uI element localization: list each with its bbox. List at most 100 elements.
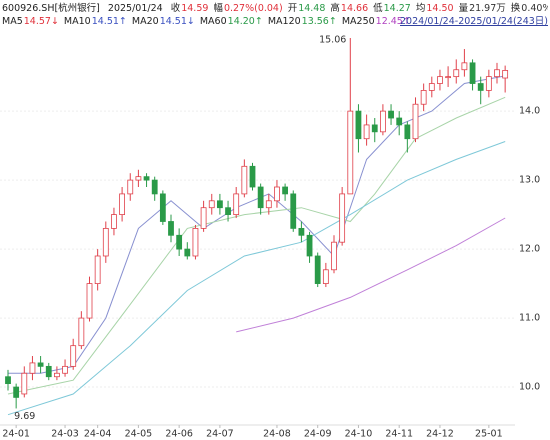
x-tick-label: 24-07	[206, 429, 234, 440]
ma-value: 13.56↑	[301, 16, 337, 27]
candle-body	[282, 186, 289, 195]
ma-line	[7, 141, 506, 416]
candle-body	[159, 193, 166, 222]
candle-body	[502, 70, 509, 79]
candle-body	[176, 234, 183, 250]
candle-body	[94, 255, 101, 284]
x-tick-label: 24-10	[345, 429, 373, 440]
candle-body	[306, 234, 313, 257]
candle-body	[388, 110, 394, 119]
field-label: 高	[330, 3, 340, 14]
candle-body	[249, 165, 256, 188]
candle-body	[412, 103, 419, 140]
ma-value: 12.45↑	[375, 16, 411, 27]
ma-line	[236, 217, 506, 333]
field-value: 14.50	[426, 3, 454, 14]
candle-body	[314, 255, 321, 284]
ma-value: 14.51↑	[91, 16, 127, 27]
x-tick-label: 24-11	[385, 429, 413, 440]
field-label: 收	[170, 3, 181, 14]
field-label: 幅	[213, 3, 223, 14]
candle-body	[70, 345, 77, 367]
x-tick-label: 24-06	[165, 429, 193, 440]
ma-value: 14.51↓	[159, 16, 195, 27]
candle-body	[379, 110, 386, 133]
candle-body	[119, 193, 125, 215]
candle-body	[257, 186, 264, 209]
candle-body	[200, 207, 207, 229]
candle-body	[225, 207, 231, 215]
field-label: 换	[510, 3, 521, 14]
candle-body	[102, 227, 109, 257]
x-tick-label: 24-08	[263, 429, 291, 440]
x-tick-label: 24-05	[125, 429, 153, 440]
x-tick-label: 25-01	[475, 429, 503, 440]
candle-body	[241, 165, 248, 195]
candle-body	[111, 214, 117, 229]
date-range[interactable]: 2024/01/24-2025/01/24(243日)	[400, 16, 548, 27]
candle-body	[29, 362, 36, 374]
candle-body	[477, 83, 484, 91]
ma-name: MA250	[341, 16, 375, 27]
candle-body	[184, 248, 191, 257]
candle-body	[274, 186, 280, 202]
candle-body	[339, 193, 346, 243]
ma-name: MA20	[131, 16, 159, 27]
y-tick-label: 10.0	[519, 382, 540, 393]
field-value: 0.40%	[521, 3, 548, 14]
candle-body	[453, 69, 460, 78]
candle-body	[265, 200, 272, 209]
candle-body	[143, 176, 150, 181]
candle-body	[78, 317, 85, 347]
candle-body	[437, 76, 443, 84]
candle-body	[233, 193, 240, 215]
y-tick-label: 11.0	[519, 313, 540, 324]
candle-body	[371, 124, 378, 133]
y-tick-label: 14.0	[519, 106, 540, 117]
candle-body	[127, 179, 134, 195]
candle-body	[404, 124, 411, 140]
candle-body	[298, 227, 305, 236]
candle-body	[494, 69, 500, 78]
candle-body	[331, 241, 337, 271]
candle-body	[428, 83, 435, 91]
high-label: 15.06	[319, 35, 346, 46]
field-value: 14.48	[298, 3, 326, 14]
field-value: 14.59	[181, 3, 209, 14]
ma-legend: MA514.57↓ MA1014.51↑ MA2014.51↓ MA6014.20↑ M…	[2, 15, 548, 28]
candle-body	[45, 365, 52, 378]
candle-body	[347, 110, 354, 195]
field-value: 14.27	[383, 3, 411, 14]
y-tick-label: 12.0	[519, 244, 540, 255]
candle-body	[469, 62, 476, 84]
y-tick-label: 13.0	[519, 175, 540, 186]
ma-line	[7, 96, 506, 395]
ma-name: MA10	[63, 16, 91, 27]
candle-body	[54, 372, 60, 378]
field-label: 低	[373, 3, 383, 14]
ma-name: MA60	[199, 16, 227, 27]
candle-body	[363, 124, 370, 140]
x-tick-label: 24-01	[2, 429, 30, 440]
candle-body	[445, 76, 452, 79]
candle-body	[192, 227, 199, 257]
x-tick-label: 24-04	[84, 429, 112, 440]
field-value: 14.66	[340, 3, 369, 14]
candle-body	[21, 372, 28, 395]
candle-body	[135, 176, 142, 181]
candle-body	[5, 376, 11, 385]
candle-body	[86, 283, 93, 319]
candle-body	[396, 117, 403, 126]
low-label: 9.69	[14, 411, 35, 422]
ma-name: MA5	[2, 16, 23, 27]
quote-date: 2025/01/24	[107, 3, 163, 14]
ma-name: MA120	[267, 16, 301, 27]
x-tick-label: 24-12	[426, 429, 454, 440]
stock-code: 600926.SH[杭州银行]	[2, 3, 100, 14]
header: 600926.SH[杭州银行] 2025/01/24 收14.59 幅0.27%(…	[2, 2, 548, 28]
candle-body	[62, 365, 68, 374]
candle-body	[322, 269, 329, 284]
candle-body	[37, 362, 44, 367]
ma-value: 14.57↓	[23, 16, 59, 27]
